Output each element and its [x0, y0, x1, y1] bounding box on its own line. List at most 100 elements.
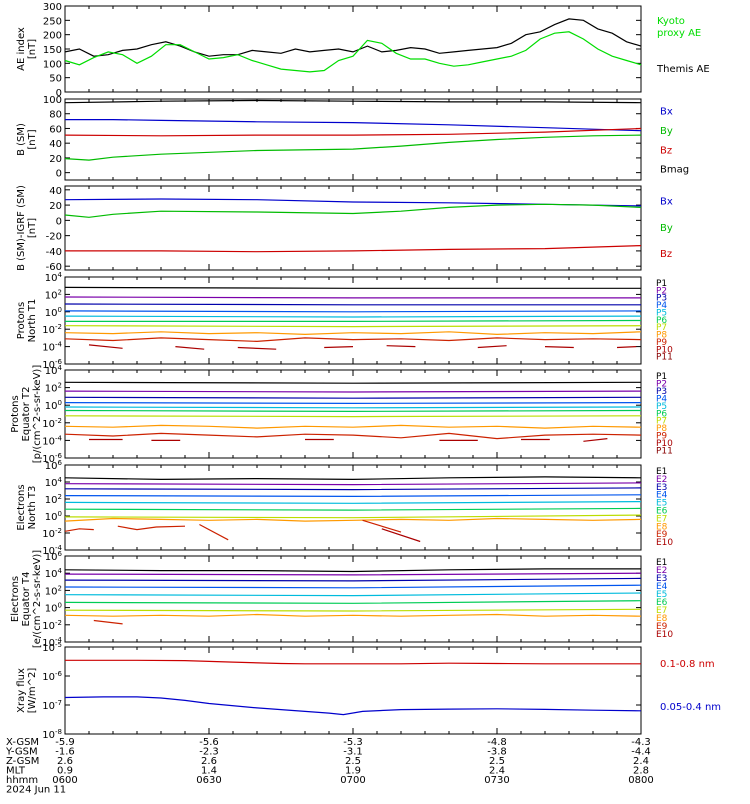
- y-tick-label: 100: [45, 510, 62, 523]
- legend-label: E7: [656, 606, 667, 616]
- y-tick-label: 10-2: [42, 527, 62, 540]
- y-tick-label: 50: [49, 74, 62, 85]
- series-line-p10: [616, 346, 637, 349]
- series-line-p4: [64, 402, 642, 404]
- legend-label: P7: [656, 417, 667, 427]
- legend-label: E10: [656, 630, 673, 640]
- legend-label: P9: [656, 338, 667, 348]
- y-axis-label: Equator T2: [21, 387, 32, 442]
- series-line-e9: [199, 523, 229, 541]
- y-tick-label: -40: [46, 247, 62, 258]
- y-tick-label: 10-6: [42, 358, 62, 371]
- x-axis-value: -4.3: [631, 737, 651, 748]
- y-tick-label: 104: [45, 364, 63, 377]
- x-axis-value: 0700: [340, 775, 365, 786]
- x-axis-row-label: MLT: [6, 766, 26, 777]
- legend-label: P4: [656, 394, 667, 404]
- series-line-0-1-0-8-nm: [65, 659, 641, 665]
- series-line-e9: [117, 525, 186, 531]
- y-tick-label: 10-2: [42, 417, 62, 430]
- legend-label: E5: [656, 590, 667, 600]
- x-axis-value: -3.8: [487, 747, 507, 758]
- x-axis-value: -1.6: [55, 747, 75, 758]
- y-tick-label: 0: [56, 216, 62, 227]
- series-line-p7: [64, 415, 642, 418]
- series-line-e10: [381, 528, 421, 543]
- legend-label: Bz: [660, 145, 672, 156]
- legend-label: E3: [656, 574, 667, 584]
- legend-label: E6: [656, 598, 668, 608]
- y-tick-label: 20: [49, 201, 62, 212]
- legend-label: 0.1-0.8 nm: [660, 659, 715, 670]
- x-axis-value: 1.9: [345, 766, 361, 777]
- series-line-e8: [64, 613, 642, 617]
- y-axis-label: [nT]: [27, 218, 38, 238]
- y-tick-label: 40: [49, 139, 62, 150]
- series-line-bz: [64, 127, 642, 137]
- series-line-e6: [64, 507, 642, 511]
- series-line-bz: [65, 245, 642, 253]
- y-tick-label: 60: [49, 124, 62, 135]
- legend-label: E10: [656, 538, 673, 548]
- legend-label: Bmag: [660, 165, 689, 176]
- legend-label: P10: [656, 345, 673, 355]
- legend-label: P9: [656, 432, 667, 442]
- series-line-p5: [64, 406, 642, 409]
- legend-label: E2: [656, 566, 667, 576]
- series-line-p1: [64, 286, 641, 289]
- series-line-bmag: [64, 99, 642, 104]
- y-tick-label: 104: [45, 476, 63, 489]
- x-axis-value: 2.5: [345, 756, 361, 767]
- series-line-p9: [64, 337, 642, 343]
- legend-label: E9: [656, 530, 668, 540]
- x-axis-value: 0800: [628, 775, 653, 786]
- legend-label: P7: [656, 323, 667, 333]
- series-line-p5: [64, 315, 642, 318]
- legend-label: E8: [656, 522, 668, 532]
- legend-label: P11: [656, 353, 673, 363]
- x-axis-value: 2.4: [489, 766, 505, 777]
- panel-bsm: 0 20 40 60 80 100 B (SM) [nT] Bx By Bz Bmag: [16, 95, 689, 181]
- legend-label: P2: [656, 286, 667, 296]
- y-axis-label: North T3: [27, 486, 38, 530]
- x-axis-value: -4.8: [487, 737, 507, 748]
- series-line-themis-ae: [64, 18, 642, 57]
- legend-label: E6: [656, 507, 668, 517]
- x-axis-value: -4.4: [631, 747, 651, 758]
- panel-ae: 0 50 100 150 200 250 300 AE index [nT] Kyotoproxy…: [16, 2, 710, 99]
- y-axis-label: Electrons: [16, 484, 27, 530]
- x-axis-value: -5.9: [55, 737, 75, 748]
- legend-label: E9: [656, 622, 668, 632]
- y-tick-label: 102: [45, 288, 62, 301]
- y-tick-label: 10-6: [42, 670, 62, 683]
- y-axis-label: Protons: [16, 302, 27, 339]
- panel-p2: 104 102 100 10-2 10-4 10-6 Protons Equator T2 [p…: [10, 364, 673, 465]
- legend-label: By: [660, 126, 673, 137]
- x-axis-value: 2.8: [633, 766, 649, 777]
- series-line-p3: [64, 396, 642, 399]
- legend-label: P11: [656, 447, 673, 457]
- series-line-p10: [175, 346, 205, 350]
- y-axis-label: [p/(cm^2-s-sr-keV)]: [32, 365, 43, 464]
- y-tick-label: 0: [56, 88, 62, 99]
- legend-label: E7: [656, 514, 667, 524]
- legend-label: P2: [656, 379, 667, 389]
- legend-label: P10: [656, 439, 673, 449]
- series-line-e2: [64, 572, 642, 576]
- legend-label: E2: [656, 475, 667, 485]
- series-line-e8: [64, 517, 642, 522]
- y-tick-label: 104: [45, 567, 63, 580]
- x-axis-value: 1.4: [201, 766, 217, 777]
- y-tick-label: 250: [43, 16, 62, 27]
- y-tick-label: 40: [49, 186, 62, 197]
- y-tick-label: 300: [43, 2, 62, 13]
- series-line-e9: [64, 528, 94, 532]
- x-axis-value: 2.6: [201, 756, 217, 767]
- series-line-e3: [64, 487, 642, 491]
- y-axis-label: North T1: [27, 299, 38, 343]
- y-tick-label: 100: [45, 306, 62, 319]
- y-tick-label: 10-4: [42, 341, 62, 354]
- y-tick-label: 10-8: [42, 728, 62, 741]
